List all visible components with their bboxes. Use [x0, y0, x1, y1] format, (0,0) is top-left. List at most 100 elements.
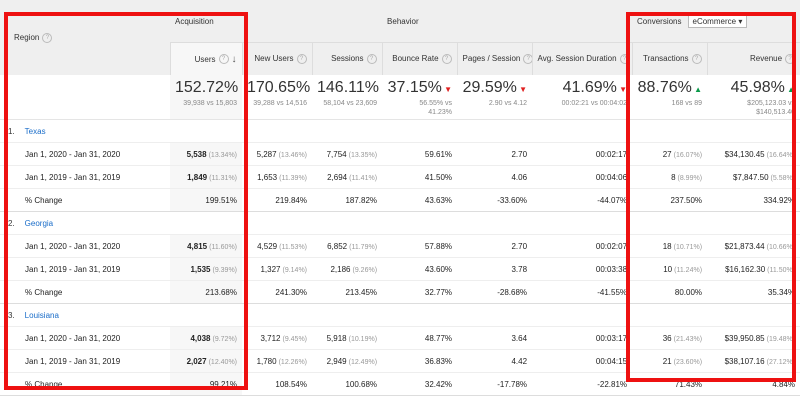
col-header-label: New Users: [254, 54, 294, 64]
col-header-new-users[interactable]: New Users?: [241, 42, 312, 75]
metric-value: 00:03:17: [595, 333, 628, 343]
percent-change-cell: -28.68%: [457, 280, 533, 304]
metric-value: 3.64: [511, 333, 528, 343]
summary-percent: 152.72%: [175, 79, 239, 96]
conversion-type-select[interactable]: eCommerce ▾: [687, 14, 748, 28]
metric-value: 00:02:17: [595, 149, 628, 159]
summary-percent: 45.98%: [730, 79, 785, 96]
table-row: Jan 1, 2019 - Jan 31, 2019 1,535 (9.39%) 1,…: [0, 257, 800, 281]
col-header-label: Sessions: [331, 54, 364, 64]
metric-cell-pages-per-session: 2.70: [457, 142, 533, 166]
help-icon[interactable]: ?: [785, 54, 796, 64]
region-header[interactable]: Region?: [0, 0, 170, 75]
metric-cell-revenue: $38,107.16 (27.12%): [707, 349, 800, 373]
percent-change-cell: 32.77%: [382, 280, 458, 304]
percent-change-cell: 108.54%: [242, 372, 312, 396]
summary-comparison: 56.55% vs: [419, 100, 453, 107]
metric-cell-sessions: 6,852 (11.79%): [312, 234, 383, 258]
col-header-avg-session-duration[interactable]: Avg. Session Duration?: [531, 42, 633, 75]
metric-cell-bounce-rate: 59.61%: [382, 142, 458, 166]
summary-cell: 45.98% ▲ $205,123.03 vs $140,513.40: [707, 75, 800, 120]
metric-value: 4,815: [187, 241, 208, 251]
metric-share: (12.26%): [278, 358, 307, 366]
acquisition-group-header: Acquisition: [170, 0, 383, 43]
metric-cell-users: 4,815 (11.60%): [170, 234, 242, 258]
percent-change-cell: 80.00%: [632, 280, 708, 304]
help-icon[interactable]: ?: [691, 54, 702, 64]
behavior-group-header: Behavior: [382, 0, 633, 43]
date-range-label: Jan 1, 2020 - Jan 31, 2020: [0, 142, 170, 166]
help-icon[interactable]: ?: [366, 54, 377, 64]
metric-cell-avg-session-duration: 00:02:07: [532, 234, 633, 258]
col-header-users[interactable]: Users? ↓: [169, 42, 242, 75]
col-header-bounce-rate[interactable]: Bounce Rate?: [381, 42, 458, 75]
metric-value: 2.70: [511, 149, 528, 159]
percent-change-row: % Change 213.68% 241.30% 213.45% 32.77% -28.6…: [0, 280, 800, 304]
metric-share: (16.07%): [673, 151, 703, 159]
region-link[interactable]: Georgia: [24, 218, 54, 228]
table-row: Jan 1, 2020 - Jan 31, 2020 5,538 (13.34%) 5…: [0, 142, 800, 166]
col-header-label: Avg. Session Duration: [537, 54, 617, 64]
metric-value: 2,694: [327, 172, 348, 182]
table-row: Jan 1, 2020 - Jan 31, 2020 4,815 (11.60%) 4…: [0, 234, 800, 258]
metric-cell-users: 1,849 (11.31%): [170, 165, 242, 189]
metric-value: 00:03:38: [595, 264, 628, 274]
metric-value: $16,162.30: [725, 264, 766, 274]
col-header-revenue[interactable]: Revenue?: [706, 42, 800, 75]
percent-change-cell: 237.50%: [632, 188, 708, 212]
col-header-pages-per-session[interactable]: Pages / Session?: [456, 42, 533, 75]
chevron-down-icon: ▾: [738, 16, 743, 26]
date-range-label: Jan 1, 2020 - Jan 31, 2020: [0, 326, 170, 350]
summary-comparison: $140,513.40: [756, 109, 796, 116]
metric-cell-avg-session-duration: 00:03:38: [532, 257, 633, 281]
summary-comparison: 168 vs 89: [671, 100, 703, 107]
help-icon[interactable]: ?: [218, 54, 229, 65]
metric-value: 2,186: [330, 264, 351, 274]
region-link[interactable]: Texas: [24, 126, 46, 136]
region-link[interactable]: Louisiana: [24, 310, 59, 320]
help-icon[interactable]: ?: [523, 54, 533, 64]
metric-cell-sessions: 5,918 (10.19%): [312, 326, 383, 350]
col-header-label: Users: [194, 54, 216, 64]
col-header-transactions[interactable]: Transactions?: [631, 42, 708, 75]
metric-share: (11.79%): [349, 243, 378, 251]
metric-cell-transactions: 10 (11.24%): [632, 257, 708, 281]
sort-descending-icon[interactable]: ↓: [231, 53, 237, 65]
arrow-up-icon: ▲: [238, 85, 242, 94]
region-row: 1. Texas: [0, 119, 800, 143]
metric-cell-avg-session-duration: 00:02:17: [532, 142, 633, 166]
percent-change-cell: 213.68%: [170, 280, 242, 304]
metric-cell-avg-session-duration: 00:03:17: [532, 326, 633, 350]
help-icon[interactable]: ?: [441, 54, 452, 64]
percent-change-cell: 100.68%: [312, 372, 383, 396]
metric-value: 00:04:06: [595, 172, 628, 182]
metric-value: 10: [663, 264, 673, 274]
help-icon[interactable]: ?: [296, 54, 307, 64]
arrow-down-icon: ▼: [616, 85, 628, 94]
metric-cell-revenue: $34,130.45 (16.64%): [707, 142, 800, 166]
metric-value: 5,918: [326, 333, 347, 343]
metric-share: (27.12%): [766, 358, 796, 366]
region-row: 3. Louisiana: [0, 303, 800, 327]
col-header-label: Bounce Rate: [392, 54, 439, 64]
percent-change-row: % Change 199.51% 219.84% 187.82% 43.63% -33.6…: [0, 188, 800, 212]
summary-cell: 29.59% ▼ 2.90 vs 4.12: [457, 75, 533, 120]
summary-percent: 41.69%: [562, 79, 617, 96]
metric-share: (5.58%): [770, 174, 796, 182]
percent-change-cell: 334.92%: [707, 188, 800, 212]
metric-share: (11.60%): [209, 243, 237, 251]
summary-cell: 146.11% ▲58,104 vs 23,609: [312, 75, 383, 120]
metric-cell-revenue: $39,950.85 (19.48%): [707, 326, 800, 350]
help-icon[interactable]: ?: [42, 32, 53, 43]
col-header-sessions[interactable]: Sessions?: [311, 42, 383, 75]
metric-value: 36: [662, 333, 672, 343]
help-icon[interactable]: ?: [619, 54, 630, 64]
summary-comparison: $205,123.03 vs: [747, 100, 796, 107]
metric-share: (11.39%): [279, 174, 307, 182]
metric-cell-new-users: 1,327 (9.14%): [242, 257, 312, 281]
arrow-up-icon: ▲: [784, 85, 796, 94]
metric-value: 4.06: [511, 172, 528, 182]
metric-value: 21: [662, 356, 672, 366]
